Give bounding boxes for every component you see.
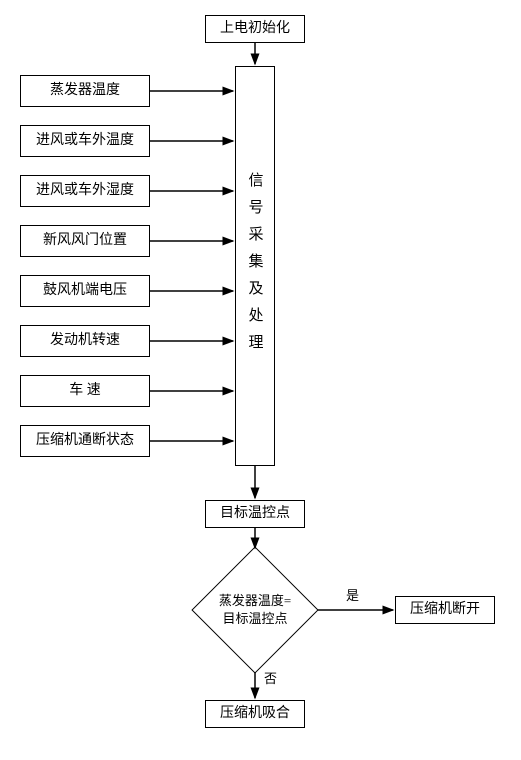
node-init: 上电初始化 — [205, 15, 305, 43]
input-3: 新风风门位置 — [20, 225, 150, 257]
yes-label: 是 — [346, 585, 359, 604]
input-5: 发动机转速 — [20, 325, 150, 357]
node-disconnect: 压缩机断开 — [395, 596, 495, 624]
input-0-label: 蒸发器温度 — [50, 82, 120, 100]
node-engage-label: 压缩机吸合 — [220, 705, 290, 723]
node-target: 目标温控点 — [205, 500, 305, 528]
node-init-label: 上电初始化 — [220, 20, 290, 38]
input-1: 进风或车外温度 — [20, 125, 150, 157]
input-2: 进风或车外湿度 — [20, 175, 150, 207]
input-6: 车 速 — [20, 375, 150, 407]
input-7-label: 压缩机通断状态 — [36, 432, 134, 450]
input-2-label: 进风或车外湿度 — [36, 182, 134, 200]
node-disconnect-label: 压缩机断开 — [410, 601, 480, 619]
node-processor: 信号采集及处理 — [235, 66, 275, 466]
input-3-label: 新风风门位置 — [43, 232, 127, 250]
node-decision: 蒸发器温度= 目标温控点 — [210, 565, 300, 655]
input-6-label: 车 速 — [69, 382, 101, 400]
node-processor-label: 信号采集及处理 — [245, 172, 266, 361]
input-7: 压缩机通断状态 — [20, 425, 150, 457]
node-target-label: 目标温控点 — [220, 505, 290, 523]
input-0: 蒸发器温度 — [20, 75, 150, 107]
decision-line1: 蒸发器温度= — [219, 593, 291, 608]
decision-line2: 目标温控点 — [222, 611, 287, 626]
node-decision-text: 蒸发器温度= 目标温控点 — [195, 592, 315, 628]
no-label: 否 — [264, 668, 277, 687]
input-1-label: 进风或车外温度 — [36, 132, 134, 150]
input-4-label: 鼓风机端电压 — [43, 282, 127, 300]
input-4: 鼓风机端电压 — [20, 275, 150, 307]
node-engage: 压缩机吸合 — [205, 700, 305, 728]
input-5-label: 发动机转速 — [50, 332, 120, 350]
